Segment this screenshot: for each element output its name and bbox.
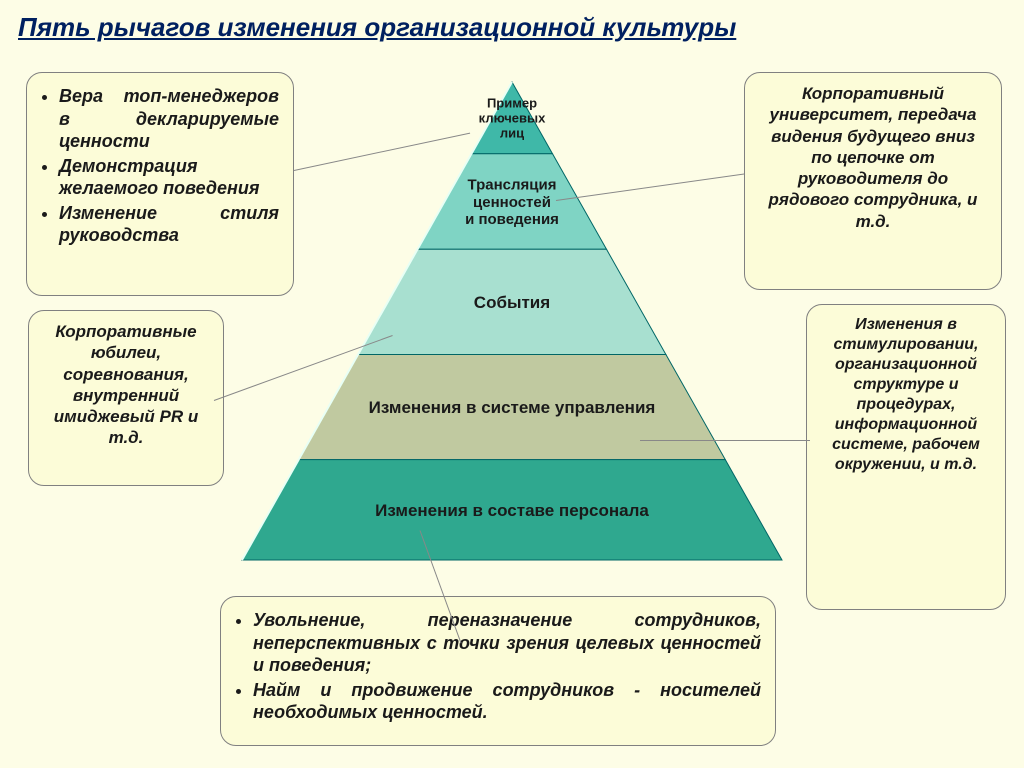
pyramid-label: Изменения в системе управления	[369, 398, 656, 417]
callout-top-right: Корпоративный университет, передача виде…	[744, 72, 1002, 290]
callout-item: Увольнение, переназначение сотрудников, …	[253, 609, 761, 677]
callout-item: Демонстрация желаемого поведения	[59, 155, 279, 200]
pyramid-label: и поведения	[465, 211, 559, 228]
callout-item: Найм и продвижение сотрудников - носител…	[253, 679, 761, 724]
callout-item: Изменение стиля руководства	[59, 202, 279, 247]
slide-title: Пять рычагов изменения организационной к…	[18, 12, 1006, 43]
callout-item: Вера топ-менеджеров в декларируемые ценн…	[59, 85, 279, 153]
slide: Пять рычагов изменения организационной к…	[0, 0, 1024, 768]
pyramid-label: События	[474, 293, 550, 312]
pyramid-label: ценностей	[473, 194, 551, 211]
callout-bottom: Увольнение, переназначение сотрудников, …	[220, 596, 776, 746]
pyramid-svg: Примерключевыхлиц Трансляцияценностейи по…	[232, 76, 792, 566]
pyramid-label: лиц	[500, 125, 524, 140]
pyramid-label: Пример	[487, 95, 537, 110]
callout-top-left: Вера топ-менеджеров в декларируемые ценн…	[26, 72, 294, 296]
callout-mid-left: Корпоративные юбилеи, соревнования, внут…	[28, 310, 224, 486]
pyramid-label: Изменения в составе персонала	[375, 501, 649, 520]
pyramid-label: Трансляция	[468, 177, 557, 194]
pyramid-container: Примерключевыхлиц Трансляцияценностейи по…	[232, 76, 792, 566]
connector-line	[640, 440, 810, 441]
pyramid-label: ключевых	[479, 110, 546, 125]
callout-mid-right: Изменения в стимулировании, организацион…	[806, 304, 1006, 610]
